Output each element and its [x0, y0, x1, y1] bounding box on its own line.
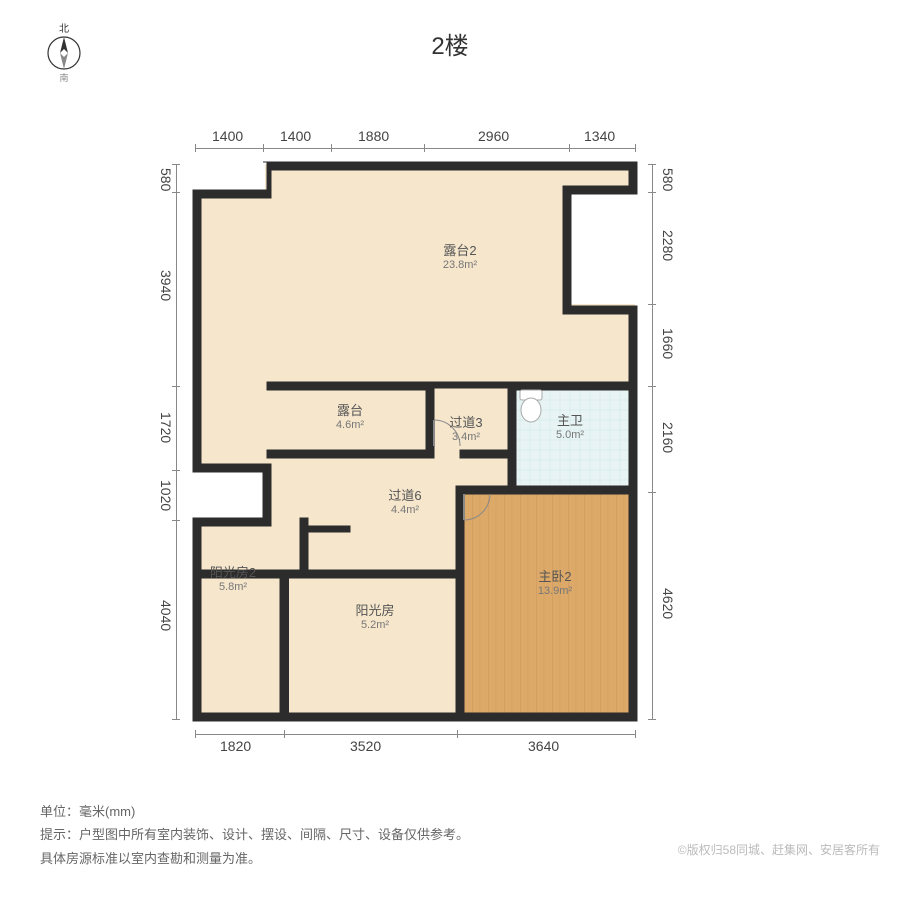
toilet-icon: [520, 390, 542, 422]
page-title: 2楼: [0, 26, 900, 61]
floorplan-svg: [120, 130, 710, 770]
compass-south: 南: [40, 71, 88, 84]
floor-plan: 1400 1400 1880 2960 1340 580 3940 1720 1…: [120, 130, 780, 770]
compass-icon: [46, 35, 82, 71]
bedroom-floor: [462, 492, 635, 718]
footer-text: 单位：毫米(mm) 提示：户型图中所有室内装饰、设计、摆设、间隔、尺寸、设备仅供…: [40, 800, 469, 870]
footer-note: 具体房源标准以室内查勘和测量为准。: [40, 847, 469, 870]
copyright-text: ©版权归58同城、赶集网、安居客所有: [678, 841, 880, 858]
compass-north: 北: [40, 20, 88, 35]
compass: 北 南: [40, 20, 88, 80]
footer-hint: 提示：户型图中所有室内装饰、设计、摆设、间隔、尺寸、设备仅供参考。: [40, 823, 469, 846]
footer-unit: 单位：毫米(mm): [40, 800, 469, 823]
